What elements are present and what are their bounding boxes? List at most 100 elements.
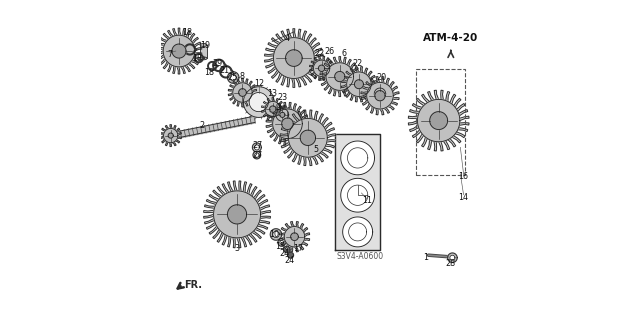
- Text: 1: 1: [424, 253, 428, 262]
- Polygon shape: [310, 56, 333, 80]
- Polygon shape: [291, 233, 298, 241]
- Text: 18: 18: [193, 54, 202, 63]
- Polygon shape: [253, 151, 260, 159]
- Polygon shape: [280, 241, 284, 244]
- Polygon shape: [249, 93, 268, 112]
- Polygon shape: [361, 77, 399, 115]
- Polygon shape: [450, 255, 455, 260]
- Polygon shape: [341, 67, 376, 102]
- Text: 6: 6: [341, 49, 346, 58]
- Polygon shape: [276, 108, 289, 121]
- Polygon shape: [289, 118, 327, 157]
- Polygon shape: [163, 35, 195, 67]
- Text: 27: 27: [253, 141, 263, 150]
- Polygon shape: [269, 106, 276, 112]
- Polygon shape: [447, 253, 457, 263]
- Polygon shape: [288, 252, 294, 258]
- Polygon shape: [160, 125, 182, 146]
- Text: 8: 8: [239, 72, 244, 81]
- Text: 20: 20: [376, 73, 387, 82]
- Text: 3: 3: [235, 244, 239, 253]
- Polygon shape: [264, 29, 323, 87]
- Bar: [200, 45, 207, 58]
- Polygon shape: [355, 80, 364, 89]
- Polygon shape: [374, 88, 386, 100]
- Text: 5: 5: [314, 145, 319, 154]
- Polygon shape: [342, 217, 372, 247]
- Polygon shape: [204, 181, 271, 248]
- Polygon shape: [230, 74, 236, 81]
- Polygon shape: [254, 145, 259, 150]
- Text: 18: 18: [182, 28, 193, 37]
- Polygon shape: [335, 71, 345, 82]
- Polygon shape: [429, 112, 447, 130]
- Polygon shape: [280, 112, 285, 117]
- Text: 25: 25: [227, 73, 237, 82]
- Text: 26: 26: [324, 47, 335, 56]
- Polygon shape: [284, 246, 290, 253]
- Text: 27: 27: [253, 151, 263, 160]
- Text: 9: 9: [275, 103, 280, 112]
- Polygon shape: [214, 191, 260, 238]
- Text: 2: 2: [200, 121, 205, 130]
- Text: 29: 29: [212, 59, 223, 68]
- Ellipse shape: [200, 57, 207, 60]
- Polygon shape: [172, 44, 186, 58]
- Polygon shape: [273, 109, 302, 138]
- Polygon shape: [285, 50, 302, 66]
- Text: 22: 22: [353, 59, 363, 68]
- Polygon shape: [243, 87, 274, 117]
- Polygon shape: [227, 205, 246, 224]
- Text: 24: 24: [284, 256, 294, 265]
- Polygon shape: [273, 106, 292, 124]
- Polygon shape: [371, 84, 390, 103]
- Polygon shape: [278, 239, 285, 246]
- Polygon shape: [280, 110, 335, 166]
- Polygon shape: [255, 153, 259, 157]
- Text: 16: 16: [458, 172, 468, 181]
- Text: 21: 21: [220, 66, 230, 75]
- Polygon shape: [340, 178, 374, 212]
- Text: 15: 15: [275, 242, 285, 251]
- Polygon shape: [273, 38, 314, 78]
- Text: 12: 12: [253, 79, 264, 88]
- Text: 4: 4: [285, 34, 290, 43]
- Polygon shape: [270, 229, 282, 240]
- Polygon shape: [273, 231, 279, 238]
- Polygon shape: [227, 72, 239, 83]
- Text: 19: 19: [200, 41, 210, 50]
- Text: 11: 11: [362, 197, 372, 205]
- Text: ATM-4-20: ATM-4-20: [423, 33, 479, 43]
- Text: 10: 10: [269, 230, 279, 239]
- Polygon shape: [408, 90, 469, 151]
- Polygon shape: [284, 226, 305, 247]
- Polygon shape: [314, 60, 330, 77]
- Polygon shape: [335, 134, 380, 250]
- Text: 23: 23: [277, 93, 287, 102]
- Text: 18: 18: [204, 68, 214, 77]
- Polygon shape: [239, 89, 246, 96]
- Polygon shape: [266, 102, 309, 145]
- Polygon shape: [320, 56, 360, 97]
- Text: 28: 28: [445, 259, 456, 268]
- Polygon shape: [168, 133, 173, 138]
- Polygon shape: [265, 101, 280, 117]
- Text: FR.: FR.: [184, 280, 202, 290]
- Text: 22: 22: [314, 49, 324, 58]
- Polygon shape: [340, 141, 374, 175]
- Polygon shape: [156, 28, 202, 74]
- Polygon shape: [164, 129, 178, 143]
- Text: S3V4-A0600: S3V4-A0600: [336, 252, 383, 261]
- Polygon shape: [279, 221, 310, 252]
- Polygon shape: [417, 100, 460, 142]
- Polygon shape: [300, 130, 316, 145]
- Polygon shape: [367, 82, 393, 109]
- Polygon shape: [326, 63, 353, 90]
- Ellipse shape: [200, 44, 207, 46]
- Polygon shape: [233, 83, 252, 102]
- Text: 13: 13: [267, 89, 277, 98]
- Text: 24: 24: [280, 249, 290, 258]
- Polygon shape: [228, 78, 257, 107]
- Polygon shape: [319, 65, 324, 71]
- Bar: [416, 69, 465, 175]
